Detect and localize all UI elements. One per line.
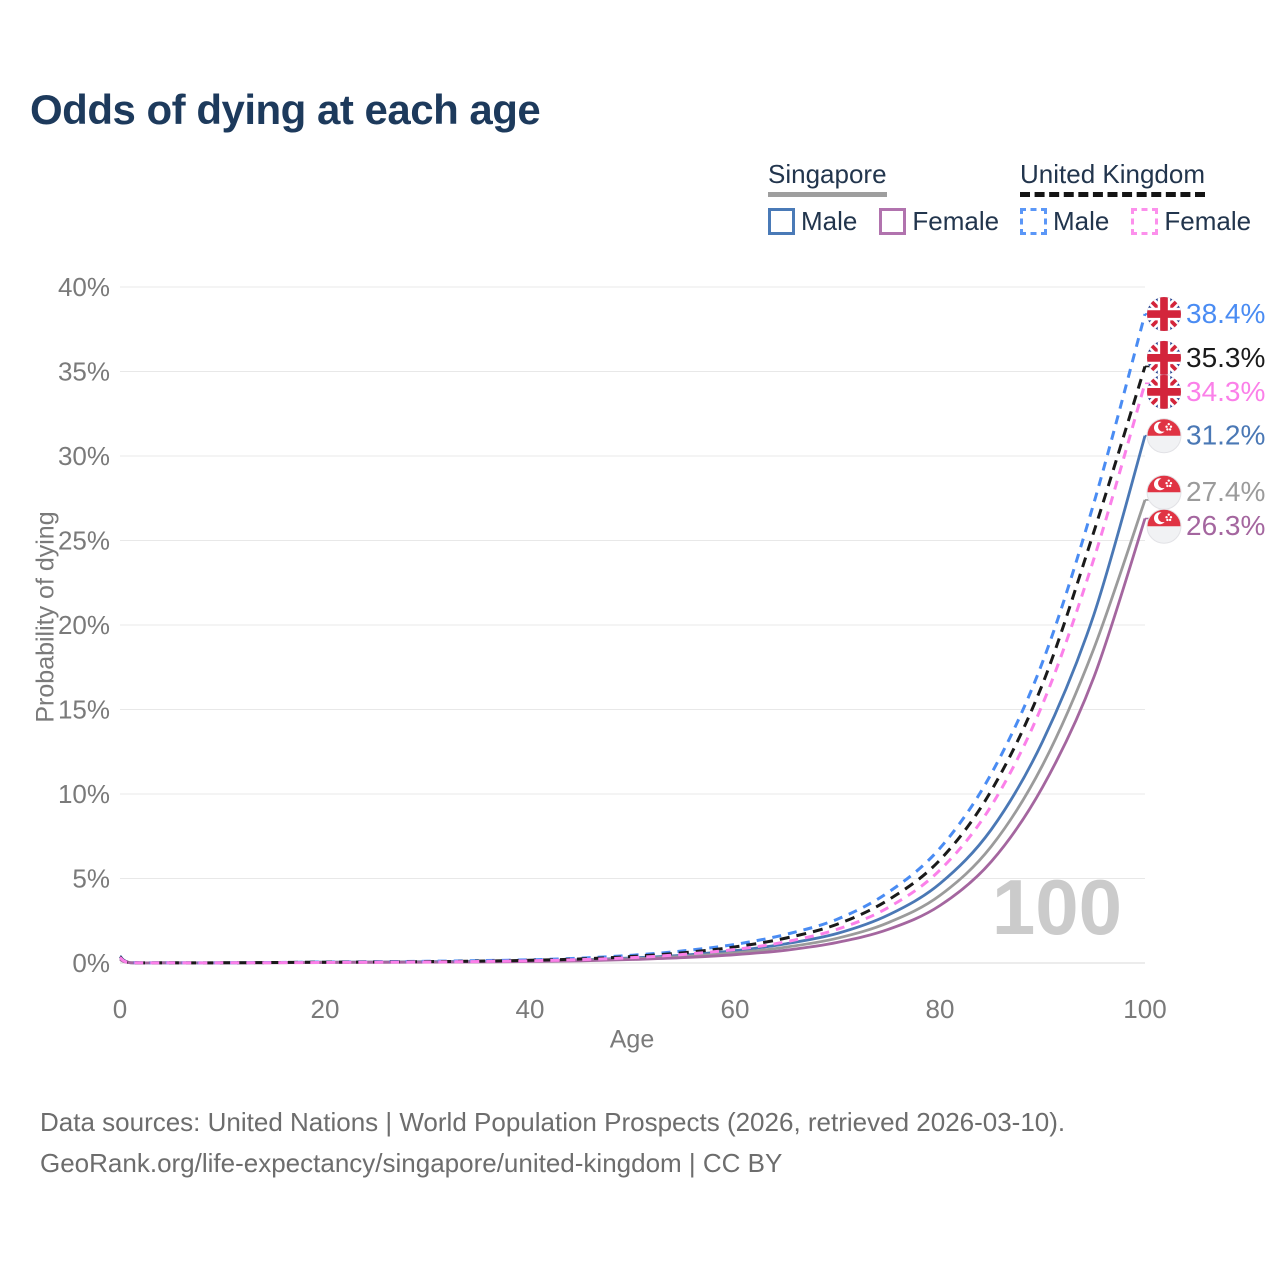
x-tick-label: 0: [113, 994, 127, 1024]
legend-item-uk-female[interactable]: Female: [1131, 206, 1251, 237]
singapore-flag-icon: [1146, 418, 1182, 454]
x-tick-label: 40: [516, 994, 545, 1024]
y-tick-label: 20%: [58, 610, 110, 640]
end-value-label-singapore-female: 26.3%: [1186, 510, 1265, 541]
uk-flag-icon: [1147, 340, 1181, 375]
y-tick-label: 40%: [58, 272, 110, 302]
page-title: Odds of dying at each age: [30, 86, 541, 133]
legend-group-united-kingdom: United Kingdom Male Female: [1020, 160, 1273, 237]
x-tick-label: 100: [1123, 994, 1166, 1024]
x-tick-label: 80: [926, 994, 955, 1024]
y-tick-label: 10%: [58, 779, 110, 809]
series-line-united-kingdom-female[interactable]: [119, 382, 1147, 965]
legend-label-uk-female: Female: [1164, 205, 1252, 236]
x-tick-label: 60: [721, 994, 750, 1024]
age-counter-watermark: 100: [991, 863, 1122, 951]
uk-female-swatch-icon: [1131, 207, 1159, 235]
y-tick-label: 5%: [72, 864, 110, 894]
y-tick-label: 35%: [58, 357, 110, 387]
singapore-female-swatch-icon: [879, 207, 907, 235]
x-axis-title: Age: [609, 1025, 655, 1054]
legend-label-singapore-male: Male: [801, 205, 858, 236]
legend-row-singapore: Male Female: [768, 206, 1021, 237]
legend-group-united-kingdom-title[interactable]: United Kingdom: [1020, 160, 1205, 197]
y-tick-label: 25%: [58, 526, 110, 556]
end-value-label-united-kingdom-male: 38.4%: [1186, 298, 1265, 329]
singapore-flag-icon: [1146, 508, 1182, 544]
legend-item-singapore-female[interactable]: Female: [879, 206, 999, 237]
y-tick-label: 30%: [58, 441, 110, 471]
end-value-label-united-kingdom-female: 34.3%: [1186, 376, 1265, 407]
end-value-label-united-kingdom-both-sexes: 35.3%: [1186, 342, 1265, 373]
legend-item-uk-male[interactable]: Male: [1020, 206, 1109, 237]
legend-group-singapore-title[interactable]: Singapore: [768, 160, 887, 197]
x-tick-label: 20: [311, 994, 340, 1024]
end-value-label-singapore-both-sexes: 27.4%: [1186, 476, 1265, 507]
singapore-flag-icon: [1146, 474, 1182, 510]
uk-male-swatch-icon: [1020, 207, 1047, 235]
y-axis-title: Probability of dying: [31, 511, 60, 723]
footer-attribution-link[interactable]: GeoRank.org/life-expectancy/singapore/un…: [40, 1148, 783, 1178]
legend-group-singapore: Singapore Male Female: [768, 160, 1021, 237]
footer-data-sources: Data sources: United Nations | World Pop…: [40, 1107, 1066, 1137]
legend-label-uk-male: Male: [1053, 205, 1110, 236]
uk-flag-icon: [1147, 374, 1181, 409]
singapore-male-swatch-icon: [768, 207, 795, 235]
y-tick-label: 15%: [58, 695, 110, 725]
uk-flag-icon: [1147, 297, 1181, 332]
legend-row-united-kingdom: Male Female: [1020, 206, 1273, 237]
y-tick-label: 0%: [72, 948, 110, 978]
footer: Data sources: United Nations | World Pop…: [40, 1102, 1065, 1184]
legend-item-singapore-male[interactable]: Male: [768, 206, 857, 237]
end-value-label-singapore-male: 31.2%: [1186, 420, 1265, 451]
legend-label-singapore-female: Female: [912, 205, 1000, 236]
